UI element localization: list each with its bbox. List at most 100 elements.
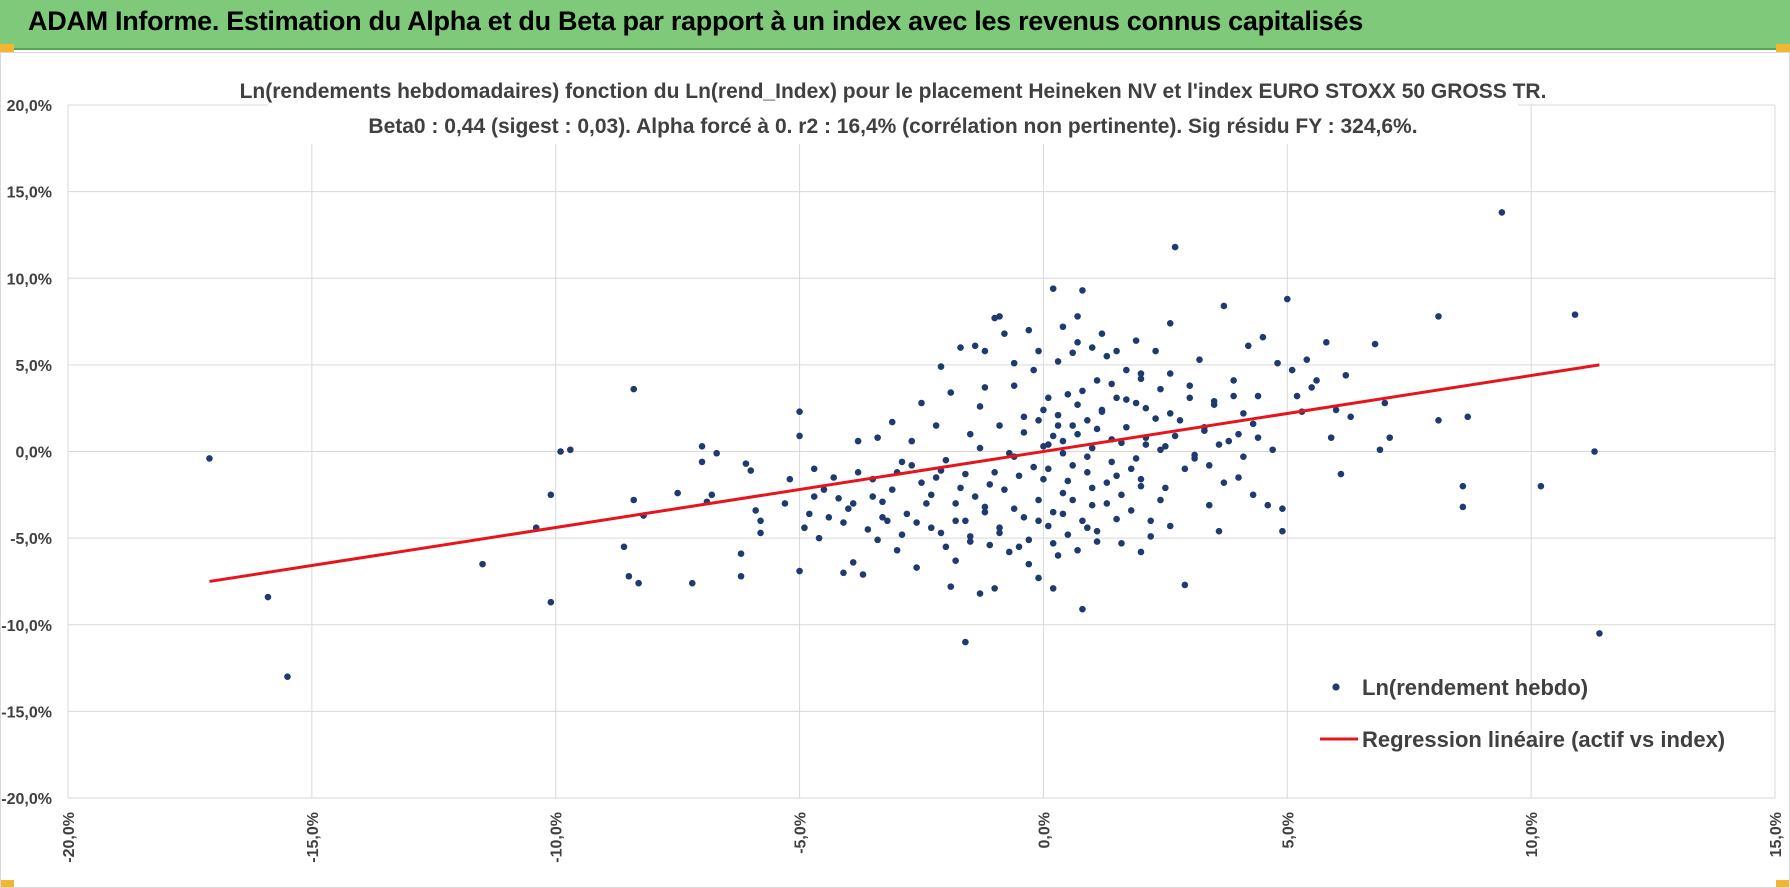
data-point bbox=[991, 585, 998, 592]
data-point bbox=[1254, 434, 1262, 441]
data-point bbox=[962, 470, 969, 478]
data-point bbox=[1123, 423, 1130, 431]
data-point bbox=[1049, 285, 1057, 292]
x-tick-label: 0,0% bbox=[1036, 812, 1053, 848]
data-point bbox=[1045, 522, 1052, 530]
data-point bbox=[1313, 377, 1320, 384]
corner-marker-top-right bbox=[1776, 44, 1790, 52]
data-point bbox=[1059, 489, 1067, 497]
data-point bbox=[1084, 468, 1091, 476]
x-tick-label: -10,0% bbox=[549, 812, 566, 863]
data-point bbox=[1025, 536, 1033, 544]
data-point bbox=[1113, 515, 1120, 523]
data-point bbox=[991, 468, 998, 476]
data-point bbox=[206, 455, 213, 462]
data-point bbox=[284, 673, 291, 681]
data-point bbox=[918, 399, 925, 407]
data-point bbox=[952, 500, 959, 507]
data-point bbox=[913, 519, 920, 526]
data-point bbox=[1571, 311, 1579, 318]
legend-marker-points bbox=[1332, 683, 1340, 691]
data-point bbox=[1064, 477, 1072, 485]
data-point bbox=[1196, 356, 1203, 363]
data-point bbox=[1152, 415, 1159, 422]
data-point bbox=[981, 508, 989, 516]
data-point bbox=[1381, 399, 1389, 407]
data-point bbox=[264, 593, 272, 601]
data-point bbox=[1132, 399, 1140, 407]
data-point bbox=[713, 449, 720, 457]
data-point bbox=[781, 500, 789, 507]
data-point bbox=[1254, 392, 1262, 400]
data-point bbox=[1596, 630, 1603, 637]
data-point bbox=[1088, 344, 1096, 351]
data-point bbox=[1166, 319, 1174, 327]
data-point bbox=[1108, 458, 1116, 466]
data-point bbox=[1142, 441, 1150, 448]
data-point bbox=[1498, 209, 1506, 216]
chart-subtitle: Beta0 : 0,44 (sigest : 0,03). Alpha forc… bbox=[368, 115, 1417, 138]
x-tick-label: 15,0% bbox=[1768, 812, 1785, 857]
data-point bbox=[1093, 538, 1101, 545]
data-point bbox=[1152, 347, 1159, 355]
data-point bbox=[1459, 503, 1467, 511]
data-point bbox=[1079, 517, 1086, 525]
regression-line bbox=[209, 363, 1600, 583]
data-point bbox=[1030, 463, 1037, 471]
data-point bbox=[962, 517, 969, 525]
data-point bbox=[1235, 474, 1242, 481]
data-point bbox=[952, 557, 959, 564]
data-point bbox=[942, 456, 950, 464]
data-point bbox=[1132, 455, 1140, 462]
data-point bbox=[1283, 295, 1291, 303]
data-point bbox=[757, 529, 764, 537]
data-point bbox=[820, 486, 828, 493]
data-point bbox=[1249, 420, 1257, 428]
data-point bbox=[1337, 470, 1345, 478]
y-tick-label: 10,0% bbox=[7, 271, 52, 288]
data-point bbox=[1035, 417, 1042, 424]
data-point bbox=[810, 493, 818, 500]
data-point bbox=[620, 543, 628, 551]
data-point bbox=[966, 533, 974, 540]
corner-marker-top-left bbox=[0, 44, 14, 52]
data-point bbox=[971, 342, 979, 350]
data-point bbox=[698, 458, 706, 466]
data-point bbox=[1054, 552, 1062, 559]
x-tick-label: -20,0% bbox=[61, 812, 78, 863]
data-point bbox=[479, 560, 486, 568]
data-point bbox=[971, 493, 979, 500]
data-point bbox=[1308, 384, 1315, 391]
data-point bbox=[1137, 548, 1145, 556]
data-point bbox=[737, 550, 745, 558]
data-point bbox=[991, 314, 998, 322]
data-point bbox=[1059, 449, 1067, 457]
data-point bbox=[1435, 313, 1442, 320]
data-point bbox=[815, 534, 823, 542]
data-point bbox=[1020, 413, 1028, 421]
data-point bbox=[1059, 437, 1067, 445]
data-point bbox=[1015, 472, 1023, 480]
data-point bbox=[630, 496, 638, 504]
data-point bbox=[864, 526, 872, 533]
data-point bbox=[1001, 486, 1008, 493]
data-point bbox=[1005, 449, 1013, 457]
data-point bbox=[1079, 605, 1086, 613]
data-point bbox=[1069, 422, 1076, 429]
data-point bbox=[918, 479, 925, 486]
data-point bbox=[1181, 465, 1189, 473]
data-point bbox=[879, 514, 886, 521]
data-point bbox=[1045, 394, 1052, 402]
data-point bbox=[1054, 411, 1062, 419]
data-point bbox=[1069, 462, 1076, 469]
data-point bbox=[849, 559, 857, 566]
data-point bbox=[547, 598, 555, 606]
corner-marker-bottom-right bbox=[1776, 880, 1790, 888]
data-point bbox=[1074, 339, 1081, 346]
data-point bbox=[1225, 437, 1233, 445]
data-point bbox=[830, 474, 838, 481]
y-axis-tick-labels: 20,0% 15,0% 10,0% 5,0% 0,0% -5,0% -10,0% -15,0%… bbox=[1, 98, 52, 808]
data-point bbox=[1045, 465, 1052, 473]
data-point bbox=[1049, 432, 1057, 440]
data-point bbox=[996, 524, 1003, 532]
